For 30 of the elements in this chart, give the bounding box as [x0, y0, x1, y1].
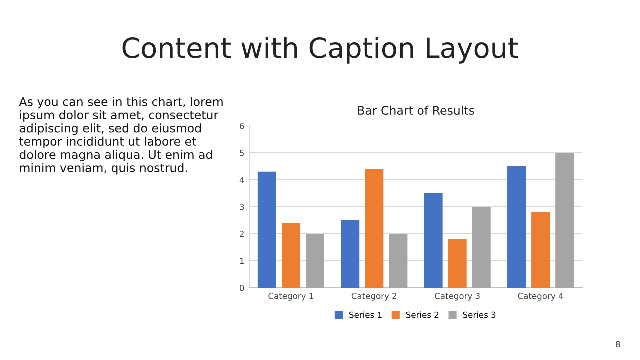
text: 8 [616, 341, 620, 348]
text: As you can see in this chart, lorem ipsum dolor sit amet, consectetur adipiscing elit, sed do eiusmod tempor incididunt ut labore et dolore magna aliqua. Ut enim ad minim veniam, quis nostrud. [19, 97, 223, 175]
bar [532, 212, 550, 288]
x-tick-label: Category 2 [352, 293, 397, 301]
bar [365, 169, 384, 288]
y-tick-label: 2 [240, 230, 244, 238]
bar [424, 194, 443, 288]
bar [472, 207, 491, 288]
bar [306, 234, 324, 288]
bar [508, 166, 526, 288]
x-tick-label: Category 3 [435, 293, 480, 301]
y-tick-label: 3 [240, 204, 244, 210]
bar [282, 223, 300, 288]
bar [341, 220, 360, 288]
bar [389, 234, 408, 288]
y-tick-label: 5 [240, 150, 244, 156]
x-tick-label: Category 4 [518, 293, 564, 301]
bar [556, 153, 574, 288]
legend-label: Series 1 [350, 312, 382, 318]
y-tick-label: 0 [240, 284, 244, 292]
y-tick-label: 1 [240, 258, 244, 264]
chart-title: Content with Caption Layout [122, 36, 518, 64]
chart-subtitle: Bar Chart of Results [358, 106, 474, 116]
bar [448, 239, 467, 288]
bar [258, 172, 276, 288]
y-tick-label: 6 [240, 122, 244, 130]
legend-label: Series 3 [463, 312, 496, 318]
x-tick-label: Category 1 [268, 293, 314, 301]
y-tick-label: 4 [240, 177, 244, 184]
legend-label: Series 2 [406, 312, 439, 318]
